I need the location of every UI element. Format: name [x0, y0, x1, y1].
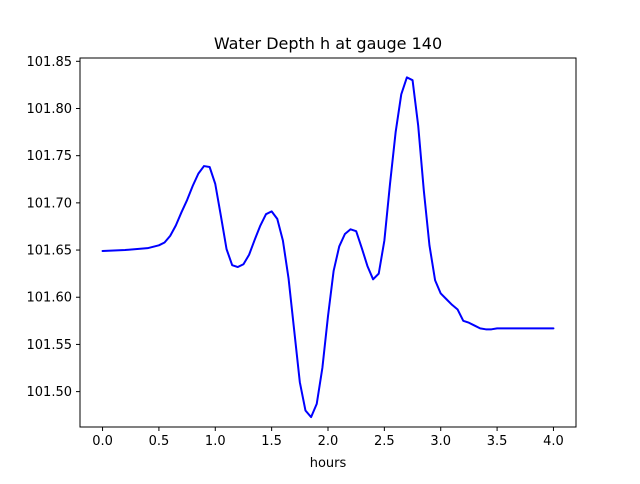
y-tick-label: 101.65	[27, 244, 73, 259]
x-tick-label: 2.5	[374, 434, 395, 449]
x-axis-label: hours	[310, 456, 347, 471]
y-tick-label: 101.50	[27, 385, 73, 400]
plot-frame	[79, 57, 577, 428]
y-tick-label: 101.70	[27, 196, 73, 211]
x-tick-label: 3.5	[487, 434, 508, 449]
x-tick-label: 0.5	[149, 434, 170, 449]
chart-title: Water Depth h at gauge 140	[214, 34, 442, 53]
y-tick-label: 101.75	[27, 149, 73, 164]
x-tick-label: 2.0	[318, 434, 339, 449]
y-tick-label: 101.55	[27, 338, 73, 353]
y-tick-label: 101.85	[27, 55, 73, 70]
x-tick-label: 4.0	[543, 434, 564, 449]
plot-area: 0.0 0.5 1.0 1.5 2.0 2.5 3.0 3.5 4.0 101.50 101.55 1…	[27, 55, 577, 449]
x-tick-label: 0.0	[92, 434, 113, 449]
series-line-0	[101, 76, 555, 419]
x-tick-label: 1.5	[261, 434, 282, 449]
y-tick-label: 101.60	[27, 291, 73, 306]
y-tick-label: 101.80	[27, 102, 73, 117]
x-tick-label: 1.0	[205, 434, 226, 449]
x-tick-label: 3.0	[430, 434, 451, 449]
